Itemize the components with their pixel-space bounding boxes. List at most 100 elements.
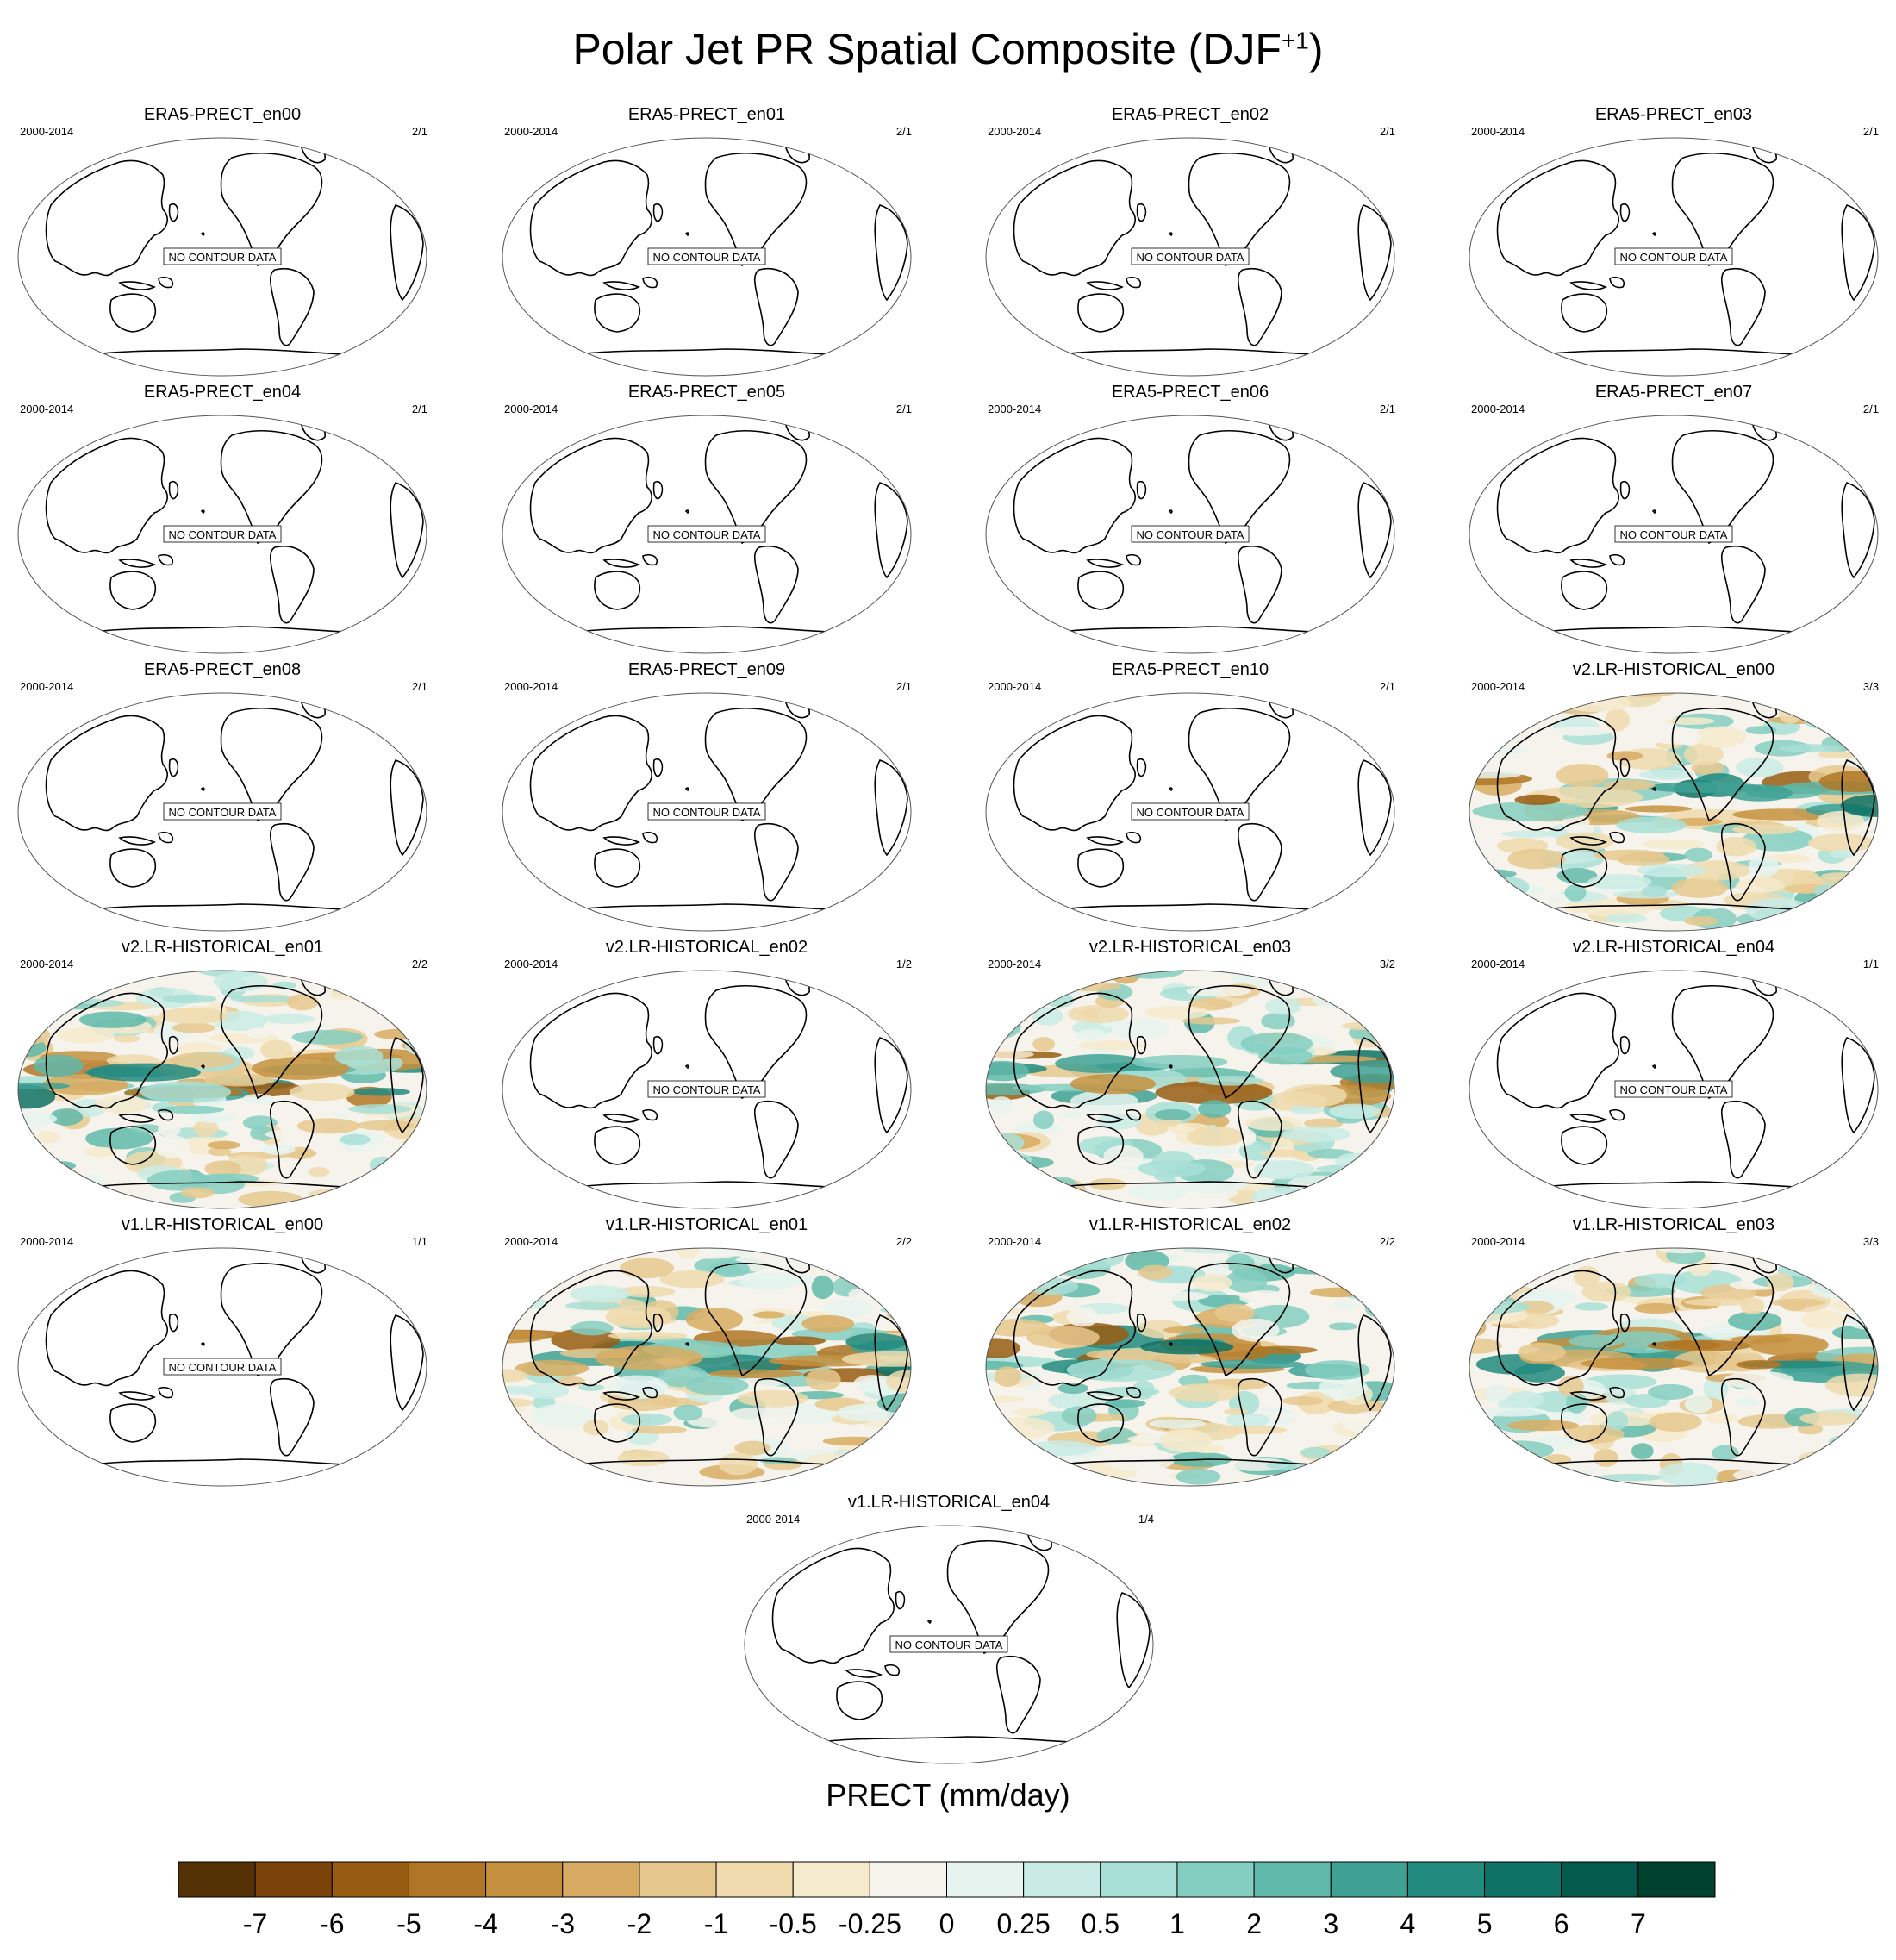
contour-blob bbox=[1573, 1265, 1600, 1288]
no-contour-data-label: NO CONTOUR DATA bbox=[1137, 528, 1244, 541]
contour-blob bbox=[522, 1383, 570, 1399]
coastline-path bbox=[753, 1101, 799, 1179]
coastline-path bbox=[602, 836, 640, 846]
contour-blob bbox=[204, 1160, 242, 1177]
contour-blob bbox=[1106, 1447, 1175, 1472]
contour-blob bbox=[18, 986, 37, 1007]
contour-blob bbox=[1137, 1320, 1185, 1339]
contour-blob bbox=[1225, 1269, 1268, 1293]
contour-blob bbox=[1507, 848, 1566, 870]
coastline-path bbox=[1086, 559, 1124, 568]
contour-blob bbox=[1312, 990, 1373, 1009]
contour-blob bbox=[207, 1140, 241, 1150]
coastline-path bbox=[1544, 903, 1796, 910]
coastline-path bbox=[1237, 1378, 1282, 1457]
contour-blob bbox=[532, 1403, 595, 1428]
coastline-path bbox=[895, 1590, 906, 1610]
panel-period: 2000-2014 bbox=[20, 125, 74, 138]
panel-title: v2.LR-HISTORICAL_en01 bbox=[121, 938, 324, 957]
contour-blob bbox=[709, 1295, 733, 1311]
coastline-path bbox=[390, 1314, 424, 1412]
coastline-path bbox=[93, 903, 345, 910]
contour-blob bbox=[1260, 1149, 1307, 1158]
contour-blob bbox=[1581, 1281, 1631, 1302]
coastline-path bbox=[1086, 1391, 1124, 1401]
colorbar-tick-label: 6 bbox=[1554, 1908, 1569, 1939]
contour-blob bbox=[1064, 982, 1121, 992]
colorbar-label: PRECT (mm/day) bbox=[826, 1777, 1070, 1813]
contour-blob bbox=[831, 1248, 880, 1264]
contour-blob bbox=[1566, 1392, 1587, 1414]
contour-blob bbox=[140, 1081, 231, 1103]
contour-blob bbox=[1313, 971, 1352, 977]
contour-blob bbox=[1649, 1412, 1702, 1432]
map-border bbox=[985, 692, 1395, 932]
coastline-path bbox=[1561, 293, 1607, 333]
colorbar-swatch bbox=[1100, 1861, 1178, 1898]
map-canvas: NO CONTOUR DATA bbox=[17, 415, 427, 654]
contour-blob bbox=[1822, 898, 1878, 918]
coastline-path bbox=[168, 480, 179, 500]
contour-blob bbox=[1479, 1460, 1506, 1477]
figure-title-paren: ) bbox=[1308, 25, 1324, 73]
panel-count: 2/1 bbox=[1862, 125, 1879, 138]
panel-period: 2000-2014 bbox=[20, 403, 74, 415]
contour-blob bbox=[685, 1376, 749, 1395]
map-canvas: NO CONTOUR DATA bbox=[502, 692, 912, 932]
coastline-path bbox=[1561, 848, 1607, 888]
contour-blob bbox=[805, 1257, 840, 1267]
panel-title: v2.LR-HISTORICAL_en00 bbox=[1572, 660, 1775, 679]
coastline-path bbox=[1544, 1181, 1796, 1188]
coastline-path bbox=[577, 903, 829, 910]
panel-title: ERA5-PRECT_en06 bbox=[1111, 383, 1269, 402]
no-contour-data-box bbox=[1131, 525, 1250, 543]
contour-blob bbox=[1181, 1017, 1241, 1025]
panel-count: 2/2 bbox=[411, 958, 427, 971]
panel-title: v1.LR-HISTORICAL_en02 bbox=[1088, 1215, 1292, 1234]
contour-blob bbox=[1671, 877, 1728, 898]
map-panel: NO CONTOUR DATA v2.LR-HISTORICAL_en04 2000… bbox=[1458, 938, 1889, 1214]
coastline-path bbox=[1061, 903, 1313, 910]
coastline-path bbox=[1561, 571, 1607, 610]
coastline-path bbox=[1671, 1263, 1774, 1377]
panel-title: ERA5-PRECT_en10 bbox=[1111, 660, 1269, 679]
colorbar-tick-label: 7 bbox=[1631, 1908, 1646, 1939]
coastline-path bbox=[118, 559, 156, 568]
no-contour-data-box bbox=[163, 247, 282, 265]
panel-period: 2000-2014 bbox=[20, 1235, 74, 1248]
panel-period: 2000-2014 bbox=[20, 958, 74, 971]
contour-blob bbox=[1848, 734, 1870, 749]
map-panel: NO CONTOUR DATA ERA5-PRECT_en01 2000-2014 2… bbox=[491, 105, 922, 381]
coastline-path bbox=[1126, 831, 1142, 844]
contour-blob bbox=[886, 1370, 911, 1393]
contour-blob bbox=[890, 1295, 911, 1314]
contour-blob bbox=[1232, 1318, 1280, 1342]
contour-blob bbox=[578, 1383, 605, 1391]
map-border bbox=[985, 1247, 1395, 1487]
coastline-path bbox=[577, 1181, 829, 1188]
contour-blob bbox=[727, 1407, 800, 1424]
contour-blob bbox=[631, 1426, 688, 1434]
contour-blob bbox=[1329, 1103, 1381, 1120]
coastline-path bbox=[753, 823, 799, 902]
contour-blob bbox=[1804, 712, 1869, 731]
map-border bbox=[502, 137, 912, 377]
contour-blob bbox=[78, 1011, 147, 1028]
coastline-path bbox=[1720, 546, 1766, 624]
coastline-path bbox=[1651, 232, 1656, 237]
coastline-path bbox=[118, 281, 156, 290]
contour-blob bbox=[1205, 1259, 1229, 1275]
contour-blob bbox=[1154, 1109, 1192, 1120]
contour-blob bbox=[1587, 874, 1652, 890]
contour-blob bbox=[1225, 1413, 1270, 1427]
contour-blob bbox=[1543, 1259, 1613, 1269]
contour-blob bbox=[1140, 1339, 1234, 1355]
contour-blob bbox=[1745, 897, 1810, 922]
colorbar-swatch bbox=[178, 1861, 256, 1898]
coastline-path bbox=[1136, 480, 1147, 500]
coastline-path bbox=[577, 1458, 829, 1465]
map-border bbox=[17, 1247, 427, 1487]
panel-title: ERA5-PRECT_en09 bbox=[627, 660, 786, 679]
colorbar-swatch bbox=[485, 1861, 564, 1898]
contour-blob bbox=[1649, 729, 1702, 745]
